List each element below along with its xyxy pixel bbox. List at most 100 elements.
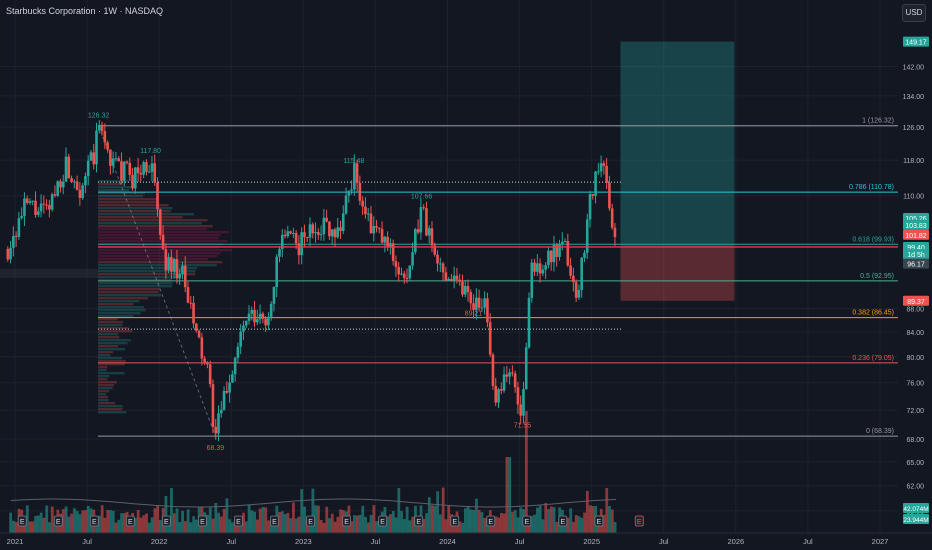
volume-bar — [9, 512, 13, 533]
candle-body — [178, 274, 181, 279]
volume-bar — [61, 509, 65, 533]
candle-body — [136, 167, 140, 174]
candle-body — [560, 241, 564, 245]
candle-body — [167, 257, 170, 271]
volume-bar — [588, 505, 592, 533]
volume-bar — [411, 516, 415, 533]
candle-body — [100, 124, 104, 132]
price-tick-label: 142.00 — [903, 65, 925, 72]
candle-body — [455, 275, 459, 280]
candle-body — [552, 244, 556, 263]
volume-bar — [175, 508, 179, 533]
volume-profile-bar — [98, 396, 108, 399]
time-axis: 2021 Jul 2022 Jul 2023 Jul 2024 Jul 2025 Jul 2026 J… — [0, 532, 932, 550]
candle-body — [416, 229, 420, 233]
candle-body — [450, 279, 453, 281]
volume-bar — [45, 505, 49, 533]
candle-body — [544, 265, 547, 270]
volume-bar — [336, 516, 340, 533]
volume-profile-bar — [98, 312, 141, 315]
volume-bar — [580, 517, 584, 533]
candle-body — [491, 354, 495, 386]
volume-bar — [389, 514, 392, 533]
candle-body — [78, 189, 82, 198]
candle-body — [42, 203, 46, 205]
volume-profile-bar — [98, 207, 173, 210]
earnings-marker-icon — [486, 515, 496, 527]
candle-body — [73, 181, 76, 183]
volume-profile-bar — [98, 180, 129, 183]
fib-retracement: 1 (126.32) 0.786 (110.78) 0.618 (99.93) 0.5… — [98, 118, 898, 437]
currency-button[interactable]: USD — [902, 4, 926, 22]
candle-body — [549, 250, 553, 263]
price-tick-label: 68.00 — [906, 437, 924, 444]
volume-bar — [53, 522, 57, 533]
candle-body — [280, 234, 284, 250]
volume-profile-bar — [98, 282, 173, 285]
candle-body — [322, 217, 326, 235]
candle-body — [375, 226, 378, 228]
candle-body — [436, 254, 439, 264]
volume-bar — [366, 522, 370, 533]
candle-body — [253, 309, 256, 323]
candle-body — [414, 229, 417, 253]
candle-body — [480, 307, 484, 309]
candle-body — [111, 158, 115, 166]
candle-body — [602, 163, 606, 166]
volume-bar — [369, 514, 373, 533]
time-tick-label: Jul — [803, 537, 813, 546]
volume-bar — [50, 506, 54, 533]
candle-body — [308, 224, 312, 238]
price-tick-label: 62.00 — [906, 484, 924, 491]
volume-profile-bar — [98, 192, 145, 195]
candle-body — [242, 325, 245, 332]
candle-body — [469, 292, 473, 304]
price-badge-label: 89.37 — [907, 299, 925, 306]
candle-body — [391, 243, 395, 262]
volume-bar — [250, 510, 254, 533]
candle-body — [430, 228, 434, 246]
volume-bar — [397, 488, 401, 533]
volume-bar — [106, 509, 110, 533]
candle-body — [117, 158, 120, 162]
volume-profile-bar — [98, 390, 110, 393]
candle-body — [583, 252, 586, 258]
candle-body — [128, 162, 132, 175]
volume-bar — [583, 512, 586, 533]
volume-bar — [511, 511, 514, 533]
candle-body — [566, 241, 570, 266]
price-badge — [903, 219, 929, 230]
fib-level-label: 0.786 (110.78) — [849, 184, 894, 191]
symbol-title[interactable]: Starbucks Corporation · 1W · NASDAQ — [6, 6, 164, 16]
volume-bar — [153, 508, 157, 533]
volume-bar — [427, 497, 431, 533]
volume-profile-bar — [98, 345, 119, 348]
volume-bar — [136, 509, 140, 533]
volume-bar — [552, 507, 556, 533]
candle-body — [588, 194, 592, 220]
volume-bar — [181, 510, 184, 533]
volume-bar — [172, 513, 176, 533]
volume-profile-bar — [98, 357, 123, 360]
earnings-marker-icon — [414, 515, 424, 527]
candle-body — [386, 236, 389, 248]
price-extreme-label: 117.80 — [140, 148, 161, 155]
volume-bar — [64, 506, 68, 533]
earnings-marker-icon — [270, 515, 279, 527]
volume-profile-bar — [98, 372, 125, 375]
candle-body — [50, 194, 54, 210]
time-tick-label: 2022 — [151, 537, 168, 546]
candle-body — [25, 198, 29, 203]
candle-body — [267, 316, 270, 326]
earnings-marker-letter: E — [92, 519, 97, 526]
candle-body — [317, 232, 320, 235]
volume-profile-bar — [98, 219, 208, 222]
volume-profile-bar — [98, 210, 171, 213]
candle-body — [533, 262, 536, 272]
volume-bar — [222, 508, 226, 533]
candle-body — [145, 162, 148, 172]
volume-bar — [178, 522, 182, 533]
candle-body — [23, 198, 26, 217]
